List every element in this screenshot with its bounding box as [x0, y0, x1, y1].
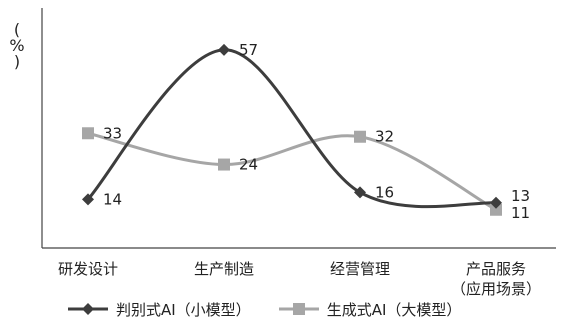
legend: 判别式AI（小模型） 生成式AI（大模型）: [66, 298, 487, 320]
data-label: 24: [239, 156, 258, 174]
data-label: 57: [239, 41, 258, 59]
data-point-square: [218, 158, 230, 171]
data-point-diamond: [82, 193, 94, 206]
legend-item-discriminative-ai: 判别式AI（小模型）: [66, 299, 251, 320]
x-tick-label: 产品服务（应用场景）: [451, 260, 541, 298]
legend-square-line-icon: [278, 303, 319, 315]
legend-label-discriminative-ai: 判别式AI（小模型）: [116, 300, 251, 319]
data-label: 14: [103, 190, 122, 208]
data-point-square: [354, 130, 366, 143]
x-tick-label: 经营管理: [330, 260, 390, 278]
data-label: 13: [511, 187, 530, 205]
x-tick-label: 生产制造: [194, 260, 254, 278]
data-label: 11: [511, 204, 530, 222]
y-axis-label-unit: %: [9, 36, 25, 55]
legend-label-generative-ai: 生成式AI（大模型）: [326, 300, 462, 319]
line-chart: 研发设计 生产制造 经营管理 产品服务（应用场景） 14 57 16 13 33 24 32 11: [41, 8, 556, 298]
y-axis-label: ( % ): [4, 22, 30, 70]
x-tick-label: 研发设计: [58, 260, 118, 278]
data-label: 33: [103, 124, 122, 142]
data-point-square: [490, 203, 502, 216]
data-point-diamond: [490, 196, 502, 209]
legend-diamond-line-icon: [68, 303, 108, 315]
data-point-square: [82, 127, 94, 140]
data-point-diamond: [354, 186, 366, 199]
y-axis-label-open: (: [13, 20, 21, 39]
series-line-1: [87, 131, 497, 212]
data-label: 16: [375, 183, 394, 201]
data-label: 32: [375, 128, 394, 146]
y-axis-label-close: ): [13, 52, 21, 71]
legend-item-generative-ai: 生成式AI（大模型）: [277, 299, 462, 320]
series-line-0: [86, 48, 497, 209]
data-point-diamond: [218, 43, 230, 56]
